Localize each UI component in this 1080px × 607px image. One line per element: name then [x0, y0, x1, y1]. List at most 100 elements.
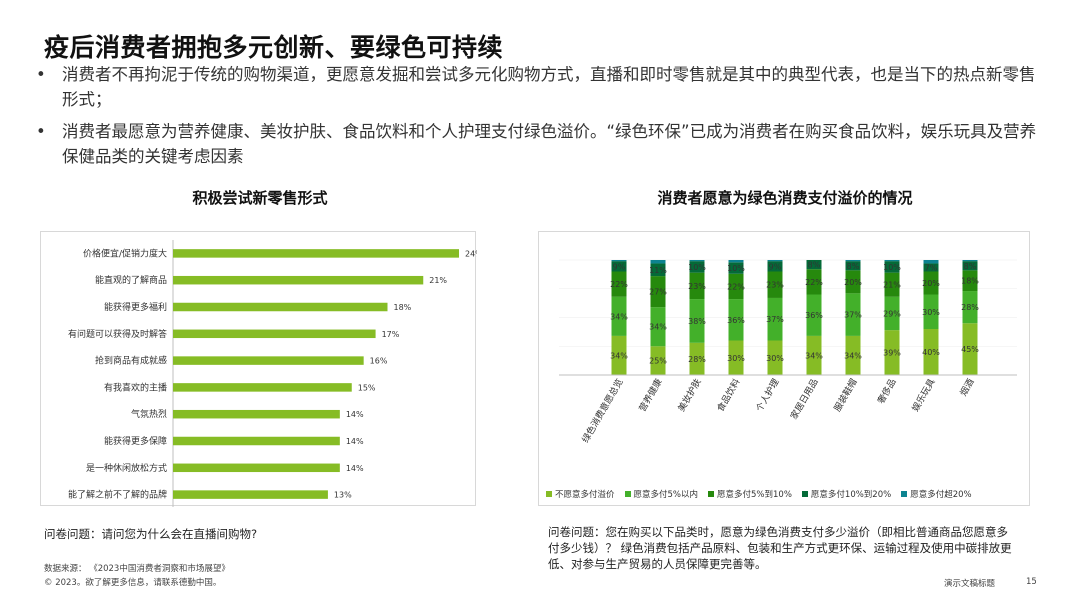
- stack-segment: [728, 340, 744, 375]
- right-chart-title: 消费者愿意为绿色消费支付溢价的情况: [657, 189, 913, 207]
- stack-segment: [689, 272, 705, 300]
- stack-segment: [923, 271, 939, 295]
- bar: [173, 356, 364, 365]
- legend-swatch: [624, 491, 631, 497]
- stack-segment: [884, 330, 900, 375]
- stack-segment: [767, 260, 783, 262]
- segment-value-label: 40%: [922, 348, 940, 357]
- segment-value-label: 10%: [883, 263, 901, 272]
- segment-value-label: 23%: [688, 282, 706, 291]
- segment-value-label: 45%: [961, 345, 979, 354]
- bar: [173, 490, 328, 499]
- legend-item: 愿意多付5%到10%: [708, 488, 792, 500]
- bar-value-label: 21%: [429, 276, 447, 285]
- category-label: 奢侈品: [875, 377, 899, 406]
- segment-value-label: 11%: [649, 266, 667, 275]
- stack-segment: [884, 296, 900, 331]
- stack-segment: [728, 273, 744, 300]
- segment-value-label: 18%: [961, 277, 979, 286]
- left-bar-chart: 价格便宜/促销力度大 24% 能直观的了解商品 21% 能获得更多福利 18% 有问题可以获…: [68, 240, 483, 508]
- category-label: 有问题可以获得及时解答: [68, 328, 167, 340]
- bar: [173, 463, 340, 473]
- segment-value-label: 34%: [649, 323, 667, 332]
- bar-value-label: 18%: [394, 303, 412, 312]
- bullet-dot: •: [36, 122, 46, 141]
- segment-value-label: 36%: [727, 316, 745, 325]
- stack-segment: [767, 261, 783, 272]
- legend-label: 愿意多付5%以内: [633, 490, 699, 500]
- stack-segment: [962, 323, 978, 375]
- stack-segment: [845, 293, 861, 336]
- right-chart-panel: 34% 34% 22% 9% 绿色消费意愿总览 25% 34% 27% 11% 营养健康 28% 38…: [538, 231, 1030, 506]
- right-question-text: 问卷问题：您在购买以下品类时，愿意为绿色消费支付多少溢价（即相比普通商品您愿意多…: [548, 525, 1012, 571]
- category-label: 服装鞋帽: [831, 377, 859, 414]
- segment-value-label: 8%: [964, 262, 977, 271]
- category-label: 能获得更多福利: [104, 301, 167, 313]
- bar-value-label: 14%: [346, 410, 364, 419]
- bar-value-label: 17%: [382, 330, 400, 339]
- segment-value-label: 10%: [688, 263, 706, 272]
- stack-segment: [650, 307, 666, 347]
- page-number: 15: [1026, 577, 1037, 587]
- legend-item: 愿意多付5%以内: [624, 488, 699, 500]
- left-chart-panel: 价格便宜/促销力度大 24% 能直观的了解商品 21% 能获得更多福利 18% 有问题可以获…: [40, 231, 483, 508]
- stack-segment: [923, 260, 939, 264]
- stack-segment: [845, 260, 861, 262]
- stack-segment: [650, 346, 666, 375]
- segment-value-label: 29%: [883, 309, 901, 318]
- segment-value-label: 37%: [844, 311, 862, 320]
- bar-value-label: 15%: [358, 383, 376, 392]
- category-label: 气氛热烈: [131, 408, 167, 420]
- category-label: 能了解之前不了解的品牌: [68, 489, 167, 501]
- stack-segment: [806, 260, 822, 270]
- segment-value-label: 9%: [769, 262, 782, 271]
- stack-segment: [962, 270, 978, 292]
- category-label: 抢到商品有成就感: [95, 355, 167, 367]
- stack-segment: [806, 269, 822, 295]
- category-label: 美妆护肤: [675, 377, 703, 414]
- bullet-dot: •: [36, 65, 46, 84]
- bullet-item: • 消费者不再拘泥于传统的购物渠道，更愿意发掘和尝试多元化购物方式，直播和即时零…: [36, 62, 1046, 112]
- stack-segment: [962, 261, 978, 271]
- stack-segment: [728, 262, 744, 274]
- category-label: 绿色消费意愿总览: [579, 377, 625, 445]
- stack-segment: [611, 261, 627, 272]
- segment-value-label: 30%: [922, 308, 940, 317]
- bar: [173, 249, 459, 258]
- stack-segment: [845, 261, 861, 271]
- segment-value-label: 28%: [688, 355, 706, 364]
- stack-segment: [689, 261, 705, 273]
- stack-segment: [962, 291, 978, 324]
- right-chart-legend: 不愿意多付溢价 愿意多付5%以内 愿意多付5%到10% 愿意多付10%到20% 愿意多付…: [546, 488, 972, 500]
- deck-title: 演示文稿标题: [944, 579, 996, 589]
- segment-value-label: 8%: [847, 262, 860, 271]
- stack-segment: [689, 260, 705, 262]
- segment-value-label: 28%: [961, 303, 979, 312]
- bullet-list: • 消费者不再拘泥于传统的购物渠道，更愿意发掘和尝试多元化购物方式，直播和即时零…: [36, 62, 1046, 176]
- segment-value-label: 34%: [805, 351, 823, 360]
- stack-segment: [689, 299, 705, 343]
- bar-value-label: 14%: [346, 464, 364, 473]
- category-label: 家居日用品: [788, 377, 821, 422]
- stack-segment: [650, 276, 666, 308]
- copyright-note: © 2023。欲了解更多信息，请联系德勤中国。: [44, 578, 222, 588]
- segment-value-label: 39%: [883, 349, 901, 358]
- category-label: 是一种休闲放松方式: [86, 462, 167, 474]
- legend-label: 不愿意多付溢价: [555, 490, 615, 500]
- bullet-item: • 消费者最愿意为营养健康、美妆护肤、食品饮料和个人护理支付绿色溢价。“绿色环保…: [36, 119, 1046, 169]
- stack-segment: [806, 294, 822, 336]
- legend-swatch: [901, 491, 908, 497]
- category-label: 娱乐玩具: [909, 377, 937, 414]
- legend-swatch: [801, 491, 808, 497]
- stack-segment: [689, 342, 705, 375]
- stack-segment: [845, 335, 861, 375]
- segment-value-label: 10%: [727, 264, 745, 273]
- segment-value-label: 21%: [883, 281, 901, 290]
- stack-segment: [611, 296, 627, 336]
- bar: [173, 383, 352, 392]
- segment-value-label: 9%: [613, 262, 626, 271]
- segment-value-label: 30%: [766, 354, 784, 363]
- segment-value-label: 23%: [766, 281, 784, 290]
- bar-value-label: 14%: [346, 437, 364, 446]
- segment-value-label: 8%: [808, 261, 821, 270]
